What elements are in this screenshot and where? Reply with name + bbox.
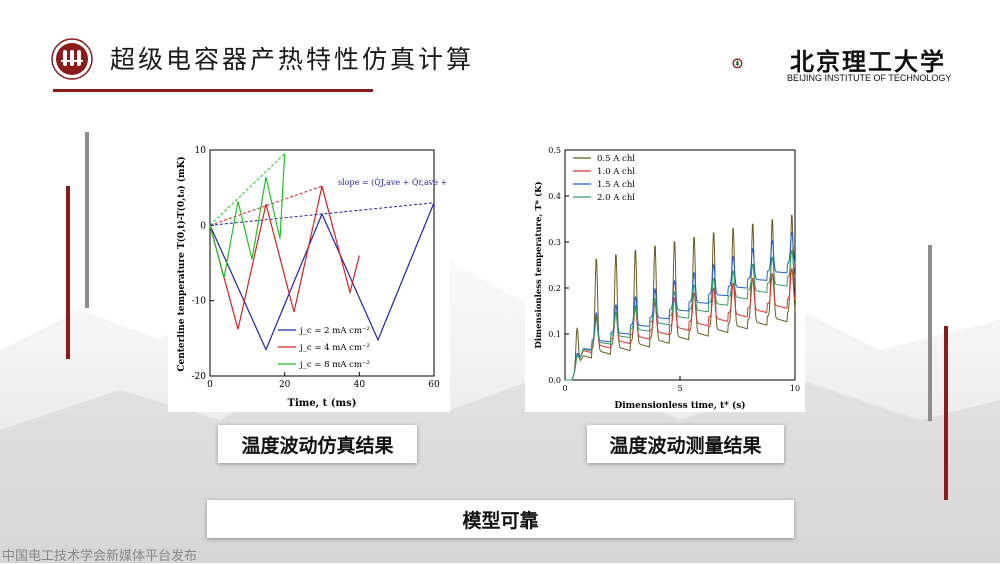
deco-bar-red-left: [66, 186, 70, 359]
test-tubes-icon: [51, 38, 93, 80]
title-underline: [53, 89, 373, 92]
chart1-ylabel: Centerline temperature T(0,t)-T(0,t₀) (m…: [176, 156, 187, 371]
chart2-xtick-label: 0: [562, 384, 567, 393]
chart1-series-line: [209, 153, 286, 279]
conclusion-box: 模型可靠: [207, 500, 794, 538]
chart1-legend-label: j_c = 8 mA cm⁻²: [299, 360, 370, 370]
chart2-legend-label: 1.5 A chl: [597, 180, 635, 190]
chart2-series-line: [565, 214, 796, 381]
chart2-xtick-label: 10: [790, 384, 800, 393]
simulation-chart: 0 20 40 60 10 0 -10 -20 Time, t (ms) Centerline…: [168, 140, 450, 412]
chart1-xtick-label: 40: [354, 380, 366, 390]
chart2-xtick-label: 5: [677, 384, 682, 393]
chart2-ytick-label: 0.5: [548, 146, 561, 155]
chart1-annotation: slope = (Q̇J,ave + Q̇r,ave + Q̇irr,EDL)/…: [338, 178, 450, 187]
measurement-chart: 0 5 10 0.5 0.4 0.3 0.2 0.1 0.0 Dimensionless tim…: [525, 140, 805, 412]
chart2-ytick-label: 0.1: [548, 330, 561, 339]
chart2-series-line: [565, 268, 796, 381]
chart1-legend-label: j_c = 4 mA cm⁻²: [299, 343, 370, 353]
footer-source: 中国电工技术学会新媒体平台发布: [2, 549, 198, 564]
chart1-ytick-label: 0: [200, 221, 206, 231]
university-name: 北京理工大学: [790, 47, 946, 76]
chart1-ytick-label: -10: [192, 297, 207, 307]
deco-bar-red-right: [944, 326, 948, 500]
chart1-legend-label: j_c = 2 mA cm⁻²: [299, 326, 370, 336]
chart1-ytick-label: 10: [195, 146, 207, 156]
chart2-ylabel: Dimensionless temperature, T* (K): [533, 182, 544, 349]
bit-emblem-icon: [732, 58, 743, 69]
chart2-series-line: [565, 250, 796, 381]
page-title: 超级电容器产热特性仿真计算: [110, 45, 475, 74]
chart2-legend-label: 0.5 A chl: [597, 154, 635, 164]
chart2-xlabel: Dimensionless time, t* (s): [614, 400, 745, 411]
chart1-trend-line: [209, 153, 286, 226]
chart1-series-line: [209, 202, 435, 352]
chart2-legend-label: 1.0 A chl: [597, 167, 635, 177]
caption-simulation: 温度波动仿真结果: [218, 425, 417, 463]
caption-measurement: 温度波动测量结果: [587, 425, 784, 463]
chart1-series-line: [209, 186, 360, 330]
chart2-ytick-label: 0.4: [548, 192, 561, 201]
chart2-series-line: [565, 232, 796, 381]
chart1-xtick-label: 60: [428, 380, 440, 390]
deco-bar-gray-left: [85, 132, 89, 308]
deco-bar-gray-right: [928, 245, 932, 421]
chart1-xtick-label: 20: [279, 380, 291, 390]
university-name-en: BEIJING INSTITUTE OF TECHNOLOGY: [787, 73, 952, 83]
chart2-ytick-label: 0.3: [548, 238, 561, 247]
chart1-xlabel: Time, t (ms): [288, 398, 357, 409]
chart2-ytick-label: 0.2: [548, 284, 561, 293]
chart2-legend-label: 2.0 A chl: [597, 193, 635, 203]
chart1-ytick-label: -20: [192, 372, 207, 382]
chart1-xtick-label: 0: [207, 380, 213, 390]
chart2-ytick-label: 0.0: [548, 376, 561, 385]
